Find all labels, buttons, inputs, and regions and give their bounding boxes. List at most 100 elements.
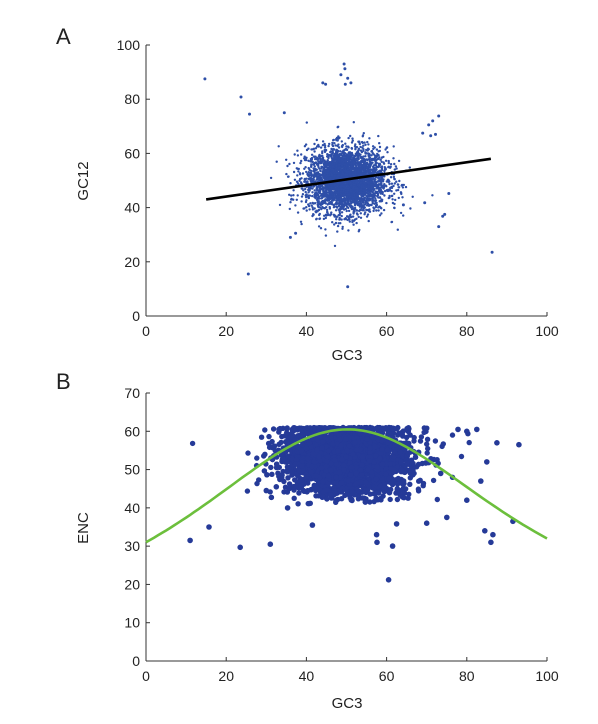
- data-point: [490, 250, 494, 254]
- data-point: [397, 159, 401, 163]
- data-point: [324, 187, 327, 190]
- data-point: [294, 204, 297, 207]
- data-point: [326, 210, 329, 214]
- data-point: [318, 213, 321, 217]
- data-point: [401, 186, 405, 189]
- data-point: [358, 161, 361, 164]
- data-point: [350, 141, 354, 144]
- data-point: [351, 137, 354, 140]
- data-point: [343, 67, 347, 71]
- data-point: [355, 162, 358, 165]
- data-point: [373, 188, 376, 191]
- data-point: [331, 165, 335, 168]
- data-point: [382, 162, 386, 165]
- data-point: [371, 145, 375, 148]
- data-point: [363, 141, 366, 144]
- data-point: [390, 194, 394, 198]
- data-point: [343, 200, 346, 204]
- data-point: [373, 202, 376, 205]
- data-point: [401, 203, 405, 207]
- data-point: [356, 213, 359, 216]
- data-point: [302, 189, 305, 192]
- data-point: [286, 164, 289, 168]
- data-point: [314, 147, 318, 150]
- data-point: [358, 189, 361, 192]
- data-point: [282, 111, 286, 115]
- data-point: [359, 181, 363, 185]
- data-point: [295, 167, 298, 170]
- data-point: [329, 214, 332, 217]
- data-point: [431, 194, 434, 197]
- data-point: [367, 152, 370, 155]
- data-point: [299, 181, 303, 184]
- data-point: [424, 441, 430, 447]
- data-point: [337, 143, 340, 146]
- data-point: [285, 172, 288, 176]
- data-point: [362, 207, 365, 210]
- data-point: [352, 223, 355, 226]
- data-point: [336, 182, 340, 185]
- data-point: [313, 142, 316, 146]
- data-point: [358, 183, 361, 187]
- data-point: [376, 193, 380, 197]
- data-point: [389, 163, 393, 166]
- data-point: [377, 184, 380, 187]
- data-point: [321, 140, 325, 143]
- data-point: [347, 217, 351, 220]
- data-point: [315, 145, 319, 148]
- data-point: [344, 191, 347, 194]
- data-point: [354, 146, 357, 150]
- data-point: [359, 216, 363, 219]
- data-point: [303, 167, 306, 170]
- data-point: [305, 209, 308, 212]
- data-point: [311, 206, 314, 209]
- data-point: [304, 196, 308, 199]
- data-point: [326, 160, 329, 163]
- data-point: [393, 162, 396, 166]
- data-point: [399, 191, 403, 194]
- data-point: [350, 153, 353, 157]
- data-point: [387, 161, 390, 165]
- data-point: [319, 227, 323, 230]
- data-point: [392, 157, 395, 160]
- panel-b-x-tick-label: 0: [142, 668, 150, 684]
- data-point: [374, 184, 377, 187]
- data-point: [357, 169, 360, 173]
- data-point: [311, 208, 315, 211]
- data-point: [345, 209, 348, 213]
- data-point: [342, 204, 345, 207]
- data-point: [341, 225, 344, 229]
- data-point: [335, 177, 338, 180]
- data-point: [389, 165, 392, 168]
- data-point: [376, 190, 379, 194]
- data-point: [341, 194, 345, 198]
- data-point: [318, 175, 321, 178]
- data-point: [347, 166, 351, 169]
- data-point: [340, 154, 343, 157]
- panel-a-xlabel: GC3: [332, 347, 363, 364]
- data-point: [390, 186, 394, 190]
- data-point: [337, 137, 340, 140]
- data-point: [335, 137, 338, 141]
- data-point: [323, 146, 327, 149]
- data-point: [353, 218, 357, 221]
- data-point: [399, 211, 403, 215]
- data-point: [367, 143, 370, 146]
- data-point: [296, 149, 299, 152]
- data-point: [338, 200, 342, 203]
- data-point: [382, 208, 386, 212]
- data-point: [342, 149, 345, 152]
- data-point: [296, 211, 300, 214]
- data-point: [337, 222, 340, 225]
- data-point: [384, 159, 388, 162]
- data-point: [331, 151, 335, 155]
- data-point: [357, 148, 360, 151]
- data-point: [317, 195, 321, 198]
- data-point: [378, 149, 381, 153]
- data-point: [380, 156, 384, 159]
- data-point: [293, 178, 297, 181]
- data-point: [331, 141, 334, 145]
- data-point: [321, 170, 325, 174]
- panel-b-y-tick-label: 20: [124, 576, 140, 592]
